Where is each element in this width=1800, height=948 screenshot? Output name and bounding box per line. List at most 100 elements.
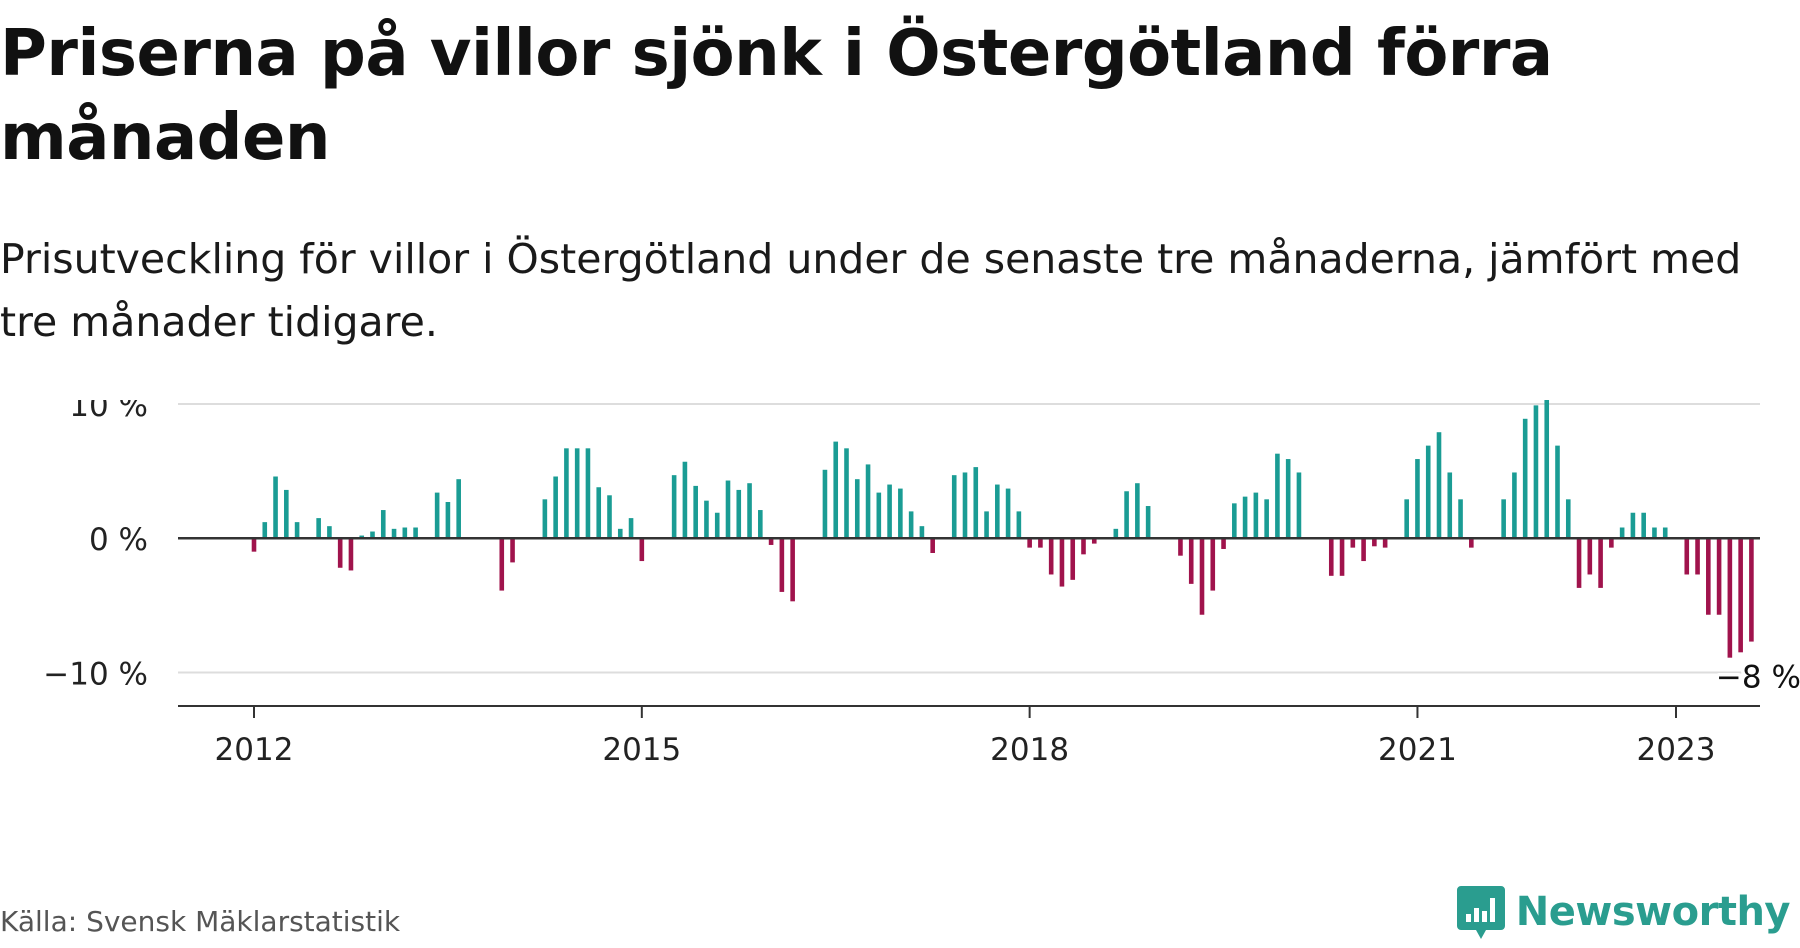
bar-negative <box>1727 538 1733 658</box>
bar-positive <box>1404 499 1409 539</box>
bar-positive <box>273 476 278 539</box>
bar-negative <box>1178 538 1183 556</box>
bar-positive <box>1522 418 1528 539</box>
bar-negative <box>1576 538 1582 588</box>
bar-positive <box>1135 483 1140 539</box>
bar-positive <box>553 476 558 539</box>
bar-positive <box>951 475 957 539</box>
bar-positive <box>391 528 397 539</box>
bar-negative <box>779 538 785 592</box>
bar-negative <box>1749 538 1754 642</box>
bar-positive <box>316 518 321 539</box>
bar-negative <box>768 538 774 545</box>
bars <box>251 400 1754 658</box>
bar-positive <box>844 448 849 539</box>
labels: 10 % 0 % −10 % 2012 2015 2018 2021 2023−8 % <box>43 400 1800 768</box>
bar-negative <box>790 538 795 602</box>
grid-lines <box>178 403 1760 674</box>
bar-positive <box>1425 445 1431 539</box>
bar-positive <box>1555 445 1560 539</box>
bar-positive <box>1544 400 1550 539</box>
bar-negative <box>1038 538 1043 548</box>
bar-negative <box>1469 538 1474 548</box>
bar-positive <box>1436 432 1442 539</box>
bar-negative <box>1361 538 1366 562</box>
bar-positive <box>1253 492 1259 539</box>
bar-positive <box>327 526 332 539</box>
bar-positive <box>617 528 623 539</box>
bar-negative <box>1382 538 1388 548</box>
bar-positive <box>1458 499 1463 539</box>
x-tick-label: 2023 <box>1637 732 1716 768</box>
bar-negative <box>1598 538 1603 588</box>
bar-positive <box>865 464 871 539</box>
bar-negative <box>1372 538 1377 547</box>
bar-positive <box>1113 528 1119 539</box>
newsworthy-logo[interactable]: Newsworthy <box>1456 882 1791 942</box>
bar-positive <box>585 448 591 539</box>
bar-positive <box>822 469 828 539</box>
x-tick-label: 2018 <box>990 732 1069 768</box>
newsworthy-logo-icon <box>1456 886 1505 939</box>
bar-negative <box>1081 538 1086 555</box>
axes <box>178 536 1760 718</box>
bar-positive <box>628 518 634 539</box>
bar-positive <box>380 510 386 539</box>
bar-negative <box>1350 538 1356 548</box>
bar-positive <box>995 484 1000 539</box>
bar-positive <box>596 487 602 539</box>
bar-positive <box>607 495 612 539</box>
bar-negative <box>930 538 935 553</box>
y-tick-label: −10 % <box>43 656 148 692</box>
bar-positive <box>284 489 289 539</box>
bar-negative <box>1210 538 1216 591</box>
bar-positive <box>682 461 688 539</box>
y-tick-label: 0 % <box>89 522 148 558</box>
brand-name: Newsworthy <box>1515 889 1791 935</box>
bar-negative <box>1059 538 1065 587</box>
bar-positive <box>1512 472 1517 539</box>
bar-positive <box>1415 459 1420 539</box>
bar-positive <box>876 492 882 539</box>
bar-positive <box>434 492 440 539</box>
bar-negative <box>1684 538 1690 575</box>
bar-positive <box>962 472 968 539</box>
bar-positive <box>984 511 989 539</box>
bar-positive <box>1565 499 1571 539</box>
bar-negative <box>1716 538 1722 615</box>
bar-negative <box>1328 538 1334 576</box>
bar-negative <box>1609 538 1614 548</box>
bar-positive <box>1662 527 1668 539</box>
bar-positive <box>456 479 461 539</box>
x-tick-label: 2015 <box>602 732 681 768</box>
bar-positive <box>402 527 408 539</box>
bar-negative <box>1221 538 1226 549</box>
bar-negative <box>251 538 257 552</box>
bar-negative <box>1695 538 1700 575</box>
chart-title: Priserna på villor sjönk i Östergötland … <box>0 17 1553 175</box>
bar-positive <box>747 483 752 539</box>
bar-positive <box>262 522 268 539</box>
bar-positive <box>1232 503 1237 539</box>
bar-chart: 10 % 0 % −10 % 2012 2015 2018 2021 2023−8 % <box>43 400 1800 768</box>
bar-positive <box>758 510 763 539</box>
bar-positive <box>1501 499 1506 539</box>
bar-positive <box>898 488 903 539</box>
bar-positive <box>714 512 720 539</box>
bar-negative <box>499 538 505 591</box>
bar-positive <box>919 526 925 539</box>
bar-positive <box>973 467 979 539</box>
x-tick-label: 2021 <box>1378 732 1457 768</box>
bar-positive <box>1005 488 1011 539</box>
bar-positive <box>725 480 731 539</box>
bar-positive <box>671 475 677 539</box>
bar-positive <box>1296 472 1302 539</box>
bar-positive <box>564 448 569 539</box>
bar-positive <box>1016 511 1022 539</box>
bar-negative <box>1091 538 1097 544</box>
bar-positive <box>833 441 839 539</box>
bar-negative <box>348 538 354 571</box>
bar-negative <box>1188 538 1194 584</box>
y-tick-label: 10 % <box>69 400 148 424</box>
bar-positive <box>359 535 365 539</box>
